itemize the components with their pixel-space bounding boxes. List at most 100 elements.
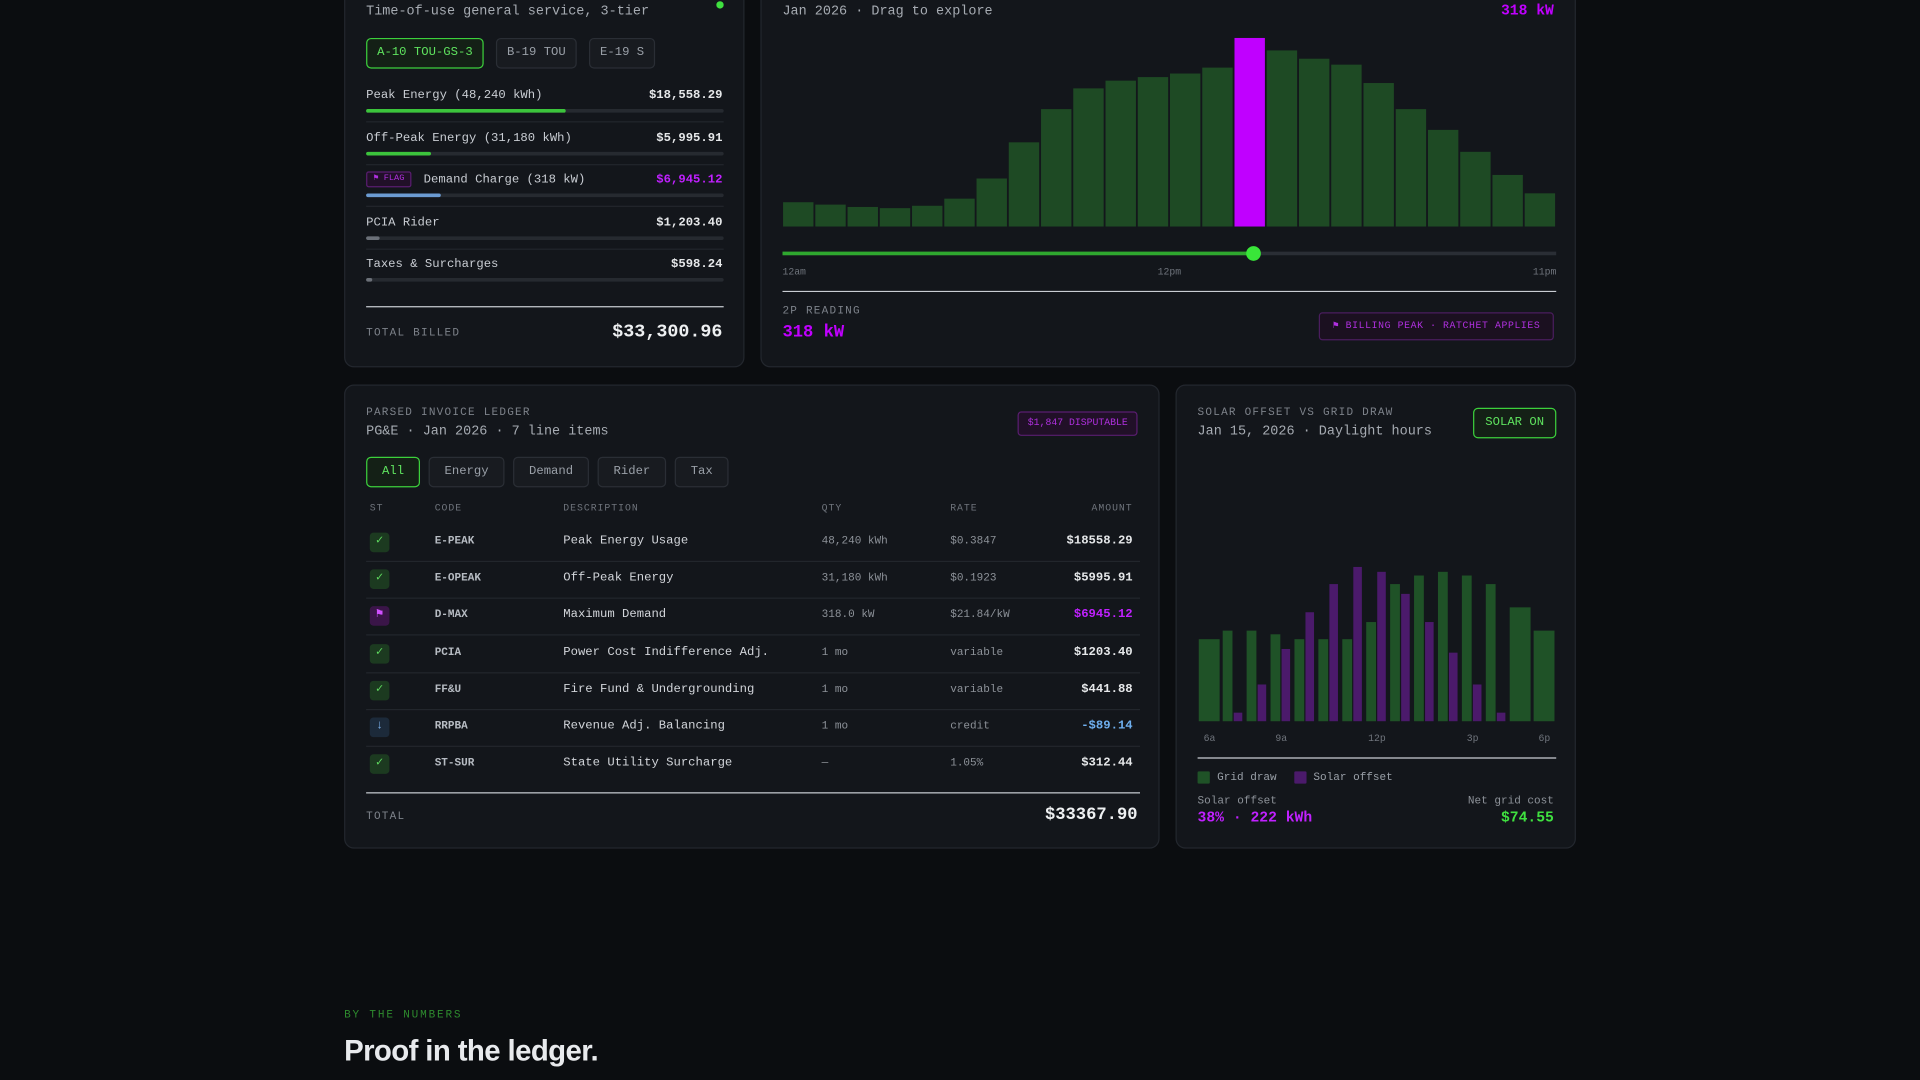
separator xyxy=(366,248,724,250)
bar xyxy=(1266,50,1298,227)
status-icon: ↓ xyxy=(369,717,390,738)
item-label: Taxes & Surcharges xyxy=(366,258,499,273)
subtitle: Jan 2026 · Drag to explore xyxy=(782,4,993,20)
item-amount: $5,995.91 xyxy=(656,131,723,146)
solar-bar xyxy=(1281,648,1291,722)
bar xyxy=(815,204,846,227)
bar xyxy=(1105,80,1136,227)
column-header: DESCRIPTION xyxy=(563,503,639,515)
stat-value: 38% · 222 kWh xyxy=(1197,809,1313,827)
divider xyxy=(366,306,724,308)
bar xyxy=(1427,129,1459,227)
solar-panel: SOLAR OFFSET VS GRID DRAW Jan 15, 2026 ·… xyxy=(1175,384,1576,849)
tab[interactable]: E-19 S xyxy=(589,37,656,69)
badge: $1,847 DISPUTABLE xyxy=(1018,411,1138,436)
tab[interactable]: B-19 TOU xyxy=(495,37,577,69)
filter[interactable]: Tax xyxy=(674,456,729,488)
x-tick-label: 12pm xyxy=(1158,266,1182,277)
qty: 1 mo xyxy=(821,683,849,696)
stat-label: Net grid cost xyxy=(1467,794,1554,807)
bar xyxy=(366,108,566,113)
separator xyxy=(366,121,724,123)
bar xyxy=(1492,174,1523,227)
description: State Utility Surcharge xyxy=(563,756,733,771)
grid-bar xyxy=(1414,575,1424,722)
filter[interactable]: All xyxy=(366,456,421,488)
grid-bar xyxy=(1318,639,1329,722)
x-tick-label: 6a xyxy=(1204,733,1216,744)
grid-bar xyxy=(1485,584,1496,722)
bar xyxy=(366,193,441,198)
subtitle: Time-of-use general service, 3-tier xyxy=(366,4,650,20)
x-tick-label: 9a xyxy=(1275,733,1287,744)
grid-bar xyxy=(1390,584,1400,722)
heading: Proof in the ledger. xyxy=(344,1034,599,1068)
status-icon: ⚑ xyxy=(369,606,390,627)
code: E-OPEAK xyxy=(434,572,481,585)
qty: 318.0 kW xyxy=(821,609,875,622)
grid-bar xyxy=(1342,639,1353,722)
title: PARSED INVOICE LEDGER xyxy=(366,406,531,419)
rate: $0.3847 xyxy=(950,535,997,548)
description: Revenue Adj. Balancing xyxy=(563,720,725,734)
grid-bar xyxy=(1461,575,1472,722)
badge: ⚑ BILLING PEAK · RATCHET APPLIES xyxy=(1319,312,1554,341)
amount: $1203.40 xyxy=(1073,646,1133,660)
rate: $21.84/kW xyxy=(950,609,1010,622)
amount: $6945.12 xyxy=(1073,609,1133,623)
solar-bar xyxy=(1353,566,1362,722)
bar xyxy=(1008,142,1040,227)
legend-swatch xyxy=(1293,771,1307,784)
qty: 31,180 kWh xyxy=(821,572,888,585)
reading-value: 318 kW xyxy=(782,323,845,343)
tab[interactable]: A-10 TOU-GS-3 xyxy=(366,37,484,69)
code: ST-SUR xyxy=(434,756,475,770)
x-tick-label: 12am xyxy=(782,266,806,277)
amount: $18558.29 xyxy=(1066,535,1133,549)
x-tick-label: 6p xyxy=(1538,733,1550,744)
rate-card: Time-of-use general service, 3-tier A-10… xyxy=(344,0,745,368)
bar xyxy=(1298,58,1330,227)
filter[interactable]: Rider xyxy=(597,456,667,488)
bar xyxy=(783,202,814,227)
x-tick-label: 12p xyxy=(1368,733,1386,744)
column-header: ST xyxy=(369,503,384,515)
solar-bar xyxy=(1448,652,1458,722)
peak-label: 318 kW xyxy=(1500,2,1554,20)
description: Power Cost Indifference Adj. xyxy=(563,646,770,660)
row-separator xyxy=(366,671,1141,673)
bar xyxy=(1395,109,1427,227)
rate: variable xyxy=(950,683,1004,696)
slider-handle[interactable] xyxy=(1246,246,1261,261)
item-label: PCIA Rider xyxy=(366,216,440,230)
status-icon: ✓ xyxy=(369,532,390,553)
qty: 48,240 kWh xyxy=(821,535,888,548)
item-amount: $1,203.40 xyxy=(656,216,723,230)
separator xyxy=(366,205,724,208)
solar-bar xyxy=(1233,712,1243,722)
solar-toggle[interactable]: SOLAR ON xyxy=(1473,407,1557,439)
status-icon: ✓ xyxy=(369,569,390,590)
stat-value: $74.55 xyxy=(1500,809,1554,827)
bar-track xyxy=(366,236,724,240)
bar xyxy=(1331,64,1362,227)
filter[interactable]: Energy xyxy=(428,456,505,488)
bar xyxy=(944,198,975,227)
bar xyxy=(366,151,431,156)
item-amount: $6,945.12 xyxy=(656,174,723,188)
rate: 1.05% xyxy=(950,756,984,770)
column-header: AMOUNT xyxy=(1091,503,1133,515)
item-label: Off-Peak Energy (31,180 kWh) xyxy=(366,131,572,146)
grid-bar xyxy=(1509,607,1531,722)
filter[interactable]: Demand xyxy=(513,456,590,488)
status-icon: ✓ xyxy=(369,754,390,775)
flag-tag: ⚑ FLAG xyxy=(366,171,412,188)
code: FF&U xyxy=(434,683,462,696)
row-separator xyxy=(366,560,1141,563)
bar xyxy=(976,178,1007,227)
separator xyxy=(366,163,724,165)
subtitle: PG&E · Jan 2026 · 7 line items xyxy=(366,424,609,440)
bar-track xyxy=(366,278,724,283)
code: E-PEAK xyxy=(434,535,475,548)
legend-label: Solar offset xyxy=(1313,771,1393,784)
